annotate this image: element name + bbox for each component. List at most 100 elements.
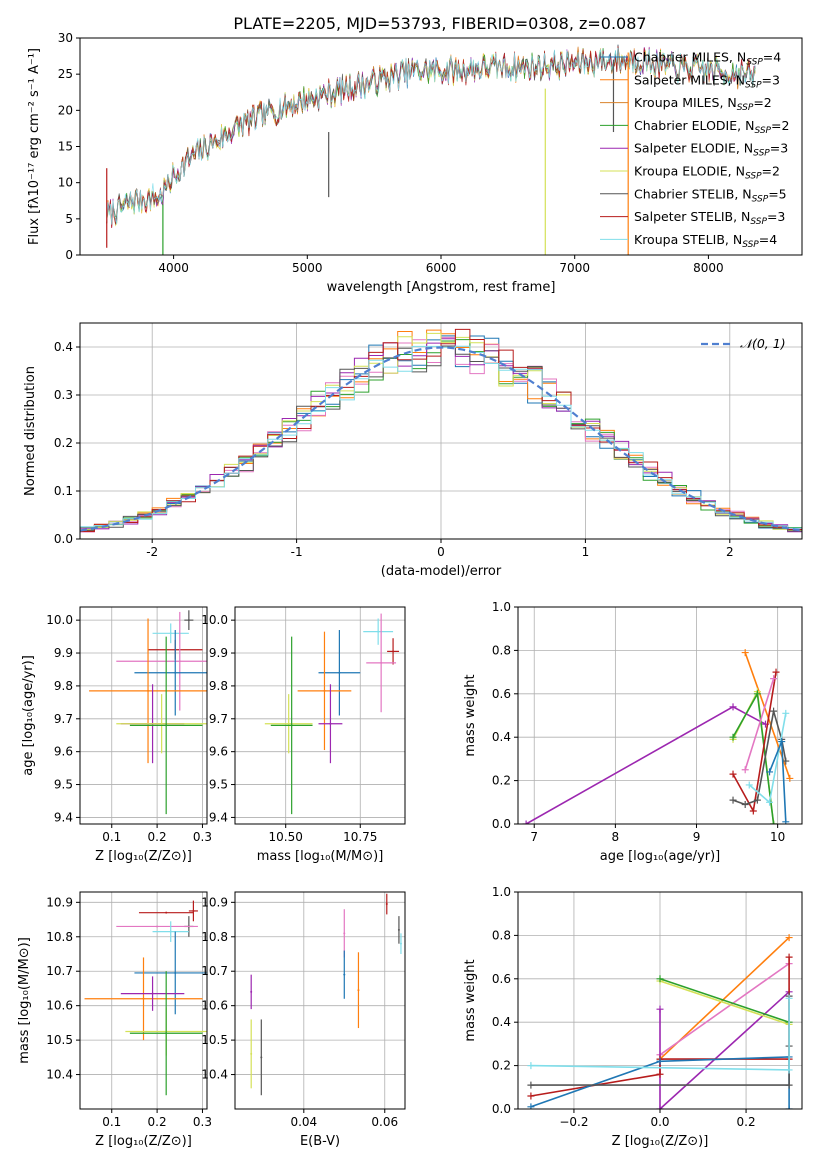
data-point <box>169 632 172 635</box>
y-tick-label: 10.4 <box>201 1068 228 1082</box>
legend-text: Kroupa ELODIE, N <box>634 164 745 179</box>
data-point <box>174 971 177 974</box>
weight-marker <box>741 766 749 774</box>
x-tick-label: 0.3 <box>193 830 212 844</box>
x-tick-label: 10 <box>770 830 785 844</box>
data-point <box>385 903 388 906</box>
legend-value: =2 <box>771 118 789 133</box>
y-tick-label: 9.5 <box>54 778 73 792</box>
x-tick-label: 6000 <box>426 261 457 275</box>
weight-marker <box>741 800 749 808</box>
x-tick-label: -2 <box>146 545 158 559</box>
y-tick-label: 0.8 <box>492 928 511 942</box>
x-tick-label: −0.2 <box>559 1115 588 1129</box>
y-tick-label: 9.9 <box>54 646 73 660</box>
age_vs_mass-axes: 10.50 10.75 9.4 9.5 9.6 9.7 9.8 9.9 10.0 mass [lo… <box>201 607 405 864</box>
y-axis-label: mass weight <box>463 959 478 1041</box>
weight_vs_age-frame <box>517 606 803 825</box>
legend-text: Chabrier MILES, N <box>634 50 746 65</box>
data-point <box>151 992 154 995</box>
y-tick-label: 10.8 <box>201 930 228 944</box>
data-point <box>260 1056 263 1059</box>
legend-text: Chabrier ELODIE, N <box>634 118 754 133</box>
weight_vs_z-frame <box>517 891 803 1110</box>
weight_vs_age-series <box>522 649 794 824</box>
legend-label: Kroupa MILES, NSSP=2 <box>634 95 772 113</box>
gaussian-curve <box>80 346 802 532</box>
y-tick-label: 0 <box>65 248 73 262</box>
x-tick-label: 7000 <box>559 261 590 275</box>
x-axis-label: E(B-V) <box>300 1134 340 1149</box>
legend-subscript: SSP <box>753 149 770 159</box>
weight-marker <box>656 1005 664 1013</box>
x-tick-label: 10.50 <box>269 830 303 844</box>
y-tick-label: 1.0 <box>492 600 511 614</box>
legend-subscript: SSP <box>752 194 769 204</box>
y-tick-label: 0.6 <box>492 972 511 986</box>
data-point <box>343 932 346 935</box>
age_vs_mass-points <box>264 613 400 815</box>
y-tick-label: 0.3 <box>54 388 73 402</box>
y-tick-label: 9.8 <box>209 679 228 693</box>
weight-marker <box>766 768 774 776</box>
legend-label: Chabrier ELODIE, NSSP=2 <box>634 118 789 136</box>
weight-line <box>659 962 790 1056</box>
y-tick-label: 10.4 <box>46 1068 73 1082</box>
x-tick-label: 0.3 <box>193 1115 212 1129</box>
data-point <box>357 989 360 992</box>
data-point <box>377 630 380 633</box>
weight-marker <box>785 953 793 961</box>
y-tick-label: 20 <box>58 103 73 117</box>
spectrum-frame <box>79 37 803 256</box>
legend-subscript: SSP <box>746 58 763 68</box>
data-point <box>187 619 190 622</box>
weight-marker <box>766 798 774 806</box>
data-point <box>165 724 168 727</box>
x-axis-label: Z [log₁₀(Z/Z⊙)] <box>95 1134 192 1149</box>
y-tick-label: 30 <box>58 31 73 45</box>
data-point <box>178 660 181 663</box>
y-tick-label: 9.6 <box>54 745 73 759</box>
weight-marker <box>656 975 664 983</box>
weight-marker <box>786 774 794 782</box>
x-tick-label: 4000 <box>158 261 189 275</box>
x-tick-label: 0.06 <box>371 1115 398 1129</box>
x-tick-label: 8000 <box>693 261 724 275</box>
y-tick-label: 9.5 <box>209 778 228 792</box>
spectrum-series <box>106 47 756 225</box>
spectrum-axes: 4000 5000 6000 7000 8000 0 5 10 15 20 25 30 waveleng… <box>27 31 724 295</box>
y-tick-label: 0.2 <box>492 1059 511 1073</box>
residuals-axes: -2 -1 0 1 2 0.0 0.1 0.2 0.3 0.4 (data-model)/error… <box>23 323 802 579</box>
x-tick-label: 0 <box>437 545 445 559</box>
x-tick-label: 8 <box>612 830 620 844</box>
data-point <box>250 1052 253 1055</box>
data-point <box>165 911 168 914</box>
legend-text: Salpeter ELODIE, N <box>634 141 753 156</box>
residuals-frame <box>79 322 803 540</box>
age_vs_z-axes: 0.1 0.2 0.3 9.4 9.5 9.6 9.7 9.8 9.9 10.0 Z [log₁₀(… <box>21 607 212 864</box>
y-tick-label: 0.1 <box>54 484 73 498</box>
y-tick-label: 10.5 <box>46 1033 73 1047</box>
x-tick-label: 10.75 <box>343 830 377 844</box>
legend-text: Salpeter MILES, N <box>634 72 745 87</box>
weight-marker <box>729 796 737 804</box>
legend-value: =3 <box>762 72 780 87</box>
y-axis-label: age [log₁₀(age/yr)] <box>21 655 36 776</box>
data-point <box>397 928 400 931</box>
y-tick-label: 0.2 <box>492 774 511 788</box>
legend-label: Chabrier STELIB, NSSP=5 <box>634 186 787 204</box>
weight-marker <box>753 690 761 698</box>
y-tick-label: 15 <box>58 140 73 154</box>
legend-label: Kroupa STELIB, NSSP=4 <box>634 232 777 250</box>
weight_vs_z-axes: −0.2 0.0 0.2 0.0 0.2 0.4 0.6 0.8 1.0 Z [log₁₀(Z/Z… <box>463 885 802 1149</box>
weight-marker <box>656 1070 664 1078</box>
y-tick-label: 9.4 <box>54 810 73 824</box>
y-tick-label: 10.9 <box>46 895 73 909</box>
weight-marker <box>785 1081 793 1089</box>
weight-marker <box>749 807 757 815</box>
x-tick-label: 7 <box>530 830 538 844</box>
spectrum-lines <box>106 44 756 255</box>
legend-value: =3 <box>770 141 788 156</box>
x-axis-label: mass [log₁₀(M/M⊙)] <box>257 849 384 864</box>
